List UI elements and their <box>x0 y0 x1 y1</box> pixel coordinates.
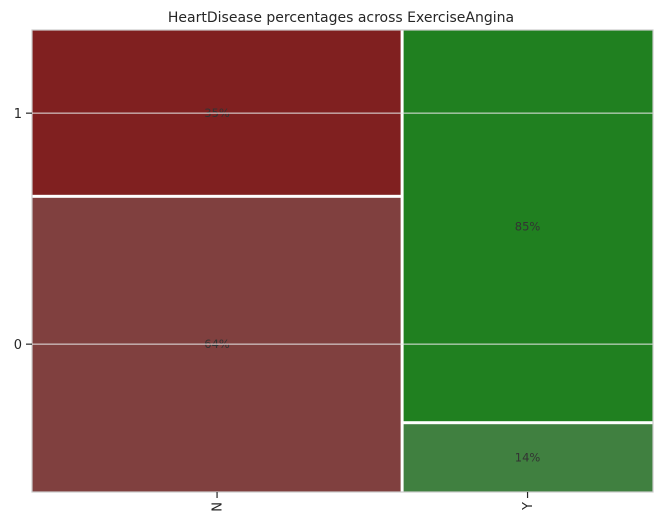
chart-title: HeartDisease percentages across Exercise… <box>168 10 514 26</box>
plot-frame <box>31 29 654 493</box>
cell-n-0 <box>32 197 401 492</box>
mosaic-cells <box>32 30 653 492</box>
x-tick-label-y: Y <box>521 502 536 511</box>
cell-label-y-0: 14% <box>515 450 541 464</box>
x-tick-label-n: N <box>211 502 226 512</box>
axes: 0 1 N Y <box>14 29 654 512</box>
cell-n-1 <box>32 30 401 195</box>
y-tick-label-0: 0 <box>14 338 22 353</box>
cell-label-y-1: 85% <box>515 219 541 233</box>
y-tick-label-1: 1 <box>14 107 22 122</box>
cell-y-1 <box>403 30 653 422</box>
cell-y-0 <box>403 424 653 492</box>
